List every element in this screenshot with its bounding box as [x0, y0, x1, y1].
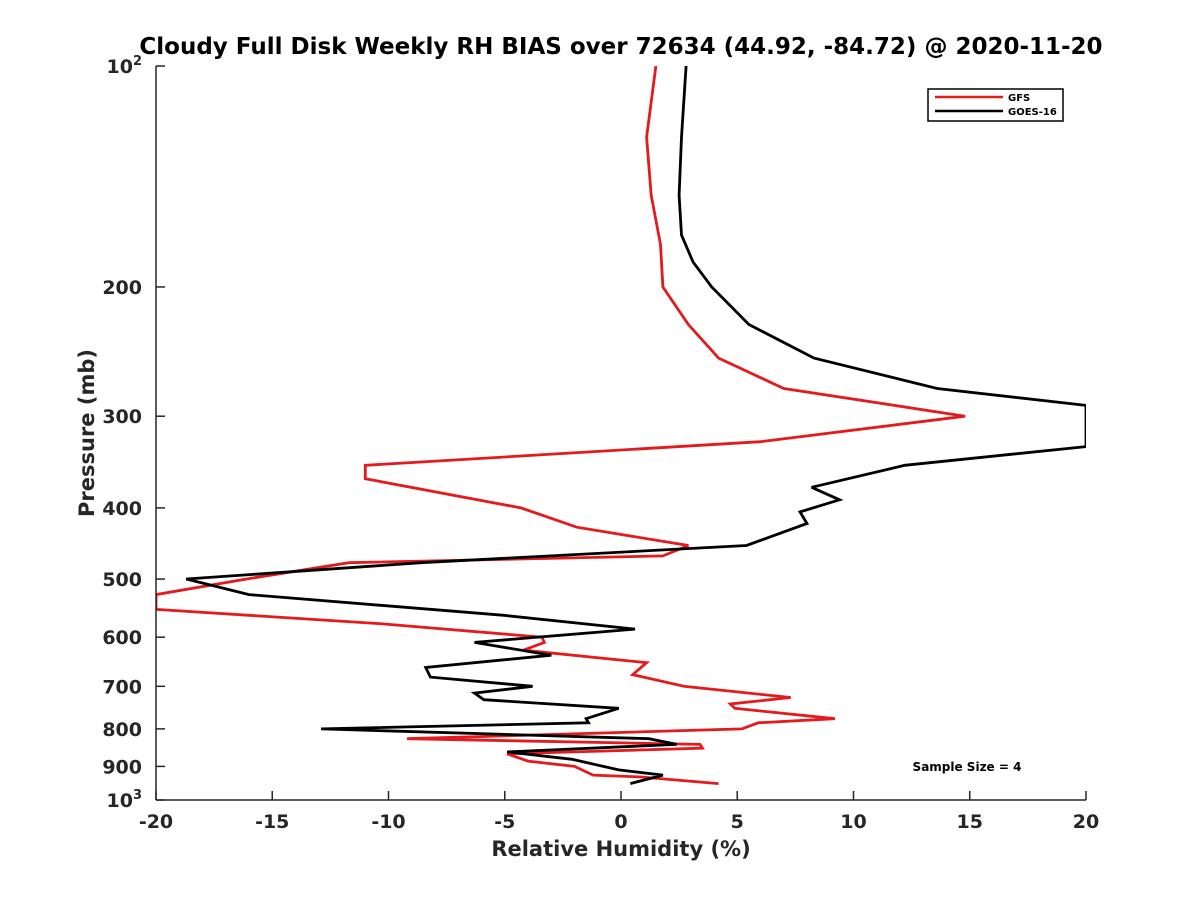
x-tick-label: 15 — [957, 811, 983, 833]
series-line-gfs — [156, 66, 966, 785]
y-tick-label: 102 — [107, 54, 143, 78]
x-tick-label: 0 — [614, 811, 627, 833]
y-tick-base: 10 — [107, 790, 133, 812]
y-tick-base: 700 — [102, 676, 142, 698]
legend-box — [927, 88, 1064, 122]
chart-title: Cloudy Full Disk Weekly RH BIAS over 726… — [139, 34, 1102, 60]
x-tick-label: -15 — [255, 811, 289, 833]
y-tick-label: 500 — [102, 569, 142, 591]
y-tick-exponent: 3 — [133, 788, 142, 803]
x-tick-label: -5 — [494, 811, 515, 833]
legend-label-goes-16: GOES-16 — [1008, 107, 1057, 118]
y-tick-exponent: 2 — [133, 54, 142, 69]
y-tick-label: 300 — [102, 406, 142, 428]
y-tick-label: 103 — [107, 788, 143, 812]
legend: GFS GOES-16 — [927, 88, 1064, 122]
sample-size-annotation: Sample Size = 4 — [913, 760, 1022, 774]
y-axis-label: Pressure (mb) — [75, 349, 99, 517]
x-tick-label: 10 — [840, 811, 866, 833]
y-tick-base: 800 — [102, 719, 142, 741]
plot-area — [155, 66, 1086, 801]
y-tick-label: 800 — [102, 719, 142, 741]
x-axis-label: Relative Humidity (%) — [491, 837, 750, 861]
y-tick-base: 300 — [102, 406, 142, 428]
x-tick-label: 5 — [731, 811, 744, 833]
y-tick-base: 10 — [107, 56, 133, 78]
y-tick-label: 900 — [102, 756, 142, 778]
y-tick-base: 900 — [102, 756, 142, 778]
y-tick-label: 200 — [102, 277, 142, 299]
x-axis-ticks: -20 -15 -10 -5 0 5 10 15 20 — [139, 791, 1099, 833]
series-line-goes-16 — [185, 66, 1086, 785]
y-tick-label: 600 — [102, 627, 142, 649]
y-tick-base: 500 — [102, 569, 142, 591]
y-tick-base: 200 — [102, 277, 142, 299]
y-tick-label: 700 — [102, 676, 142, 698]
y-tick-base: 600 — [102, 627, 142, 649]
y-tick-label: 400 — [102, 498, 142, 520]
series-layer — [156, 66, 1086, 785]
y-tick-base: 400 — [102, 498, 142, 520]
x-tick-label: 20 — [1073, 811, 1099, 833]
x-tick-label: -10 — [371, 811, 405, 833]
legend-label-gfs: GFS — [1008, 93, 1030, 104]
x-tick-label: -20 — [139, 811, 173, 833]
